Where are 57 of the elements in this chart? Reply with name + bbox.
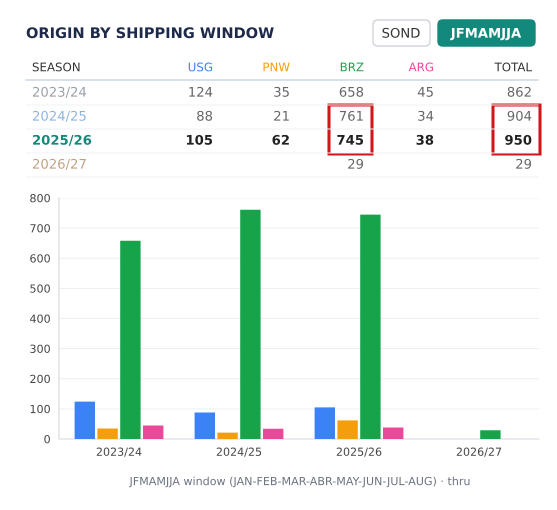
y-tick-label: 600 [30,254,50,263]
data-label: 21 [274,110,289,121]
data-label: 38 [416,134,434,145]
text: TOTAL [494,62,532,72]
bar [240,210,261,439]
y-tick-label: 500 [30,284,50,293]
bar [314,407,335,439]
y-tick-label: 400 [30,314,50,323]
text: SOND [382,28,420,38]
y-tick-label: 700 [30,224,50,233]
text: 29 [516,158,532,169]
x-tick-label: 2024/25 [216,448,262,457]
data-label: 34 [418,110,434,121]
y-tick-label: 200 [30,374,50,384]
data-label: 124 [189,86,212,97]
data-label: 29 [348,158,364,169]
data-label: 658 [340,86,364,97]
legend-label: PNW [264,62,290,72]
text: 904 [508,110,532,121]
category-label: 2024/25 [32,110,86,122]
y-tick-label: 0 [44,434,50,444]
text: SEASON [32,62,80,72]
legend-label: ARG [408,62,434,72]
x-tick-label: 2026/27 [456,448,502,457]
bar [217,432,238,439]
bar [263,428,284,439]
data-label: 35 [274,86,289,97]
bar [194,412,215,439]
bar [337,420,358,439]
y-tick-label: 300 [30,344,50,354]
text: JFMAMJJA [450,28,522,40]
bar [480,430,501,439]
text: 950 [505,134,532,145]
y-tick-label: 800 [30,194,50,202]
category-label: 2026/27 [32,158,86,170]
category-label: 2025/26 [33,134,92,146]
legend-label: USG [188,62,212,72]
bar [74,402,95,439]
text: 862 [508,86,531,97]
category-label: 2023/24 [32,86,86,98]
data-label: 45 [418,87,433,97]
data-label: 761 [340,110,363,121]
bar [143,425,164,439]
text: JFMAMJJA window (JAN-FEB-MAR-ABR-MAY-JUN-JUL-AUG) · thru [128,476,470,488]
text: ORIGIN BY SHIPPING WINDOW [26,27,274,38]
bar [120,240,141,439]
y-tick-label: 100 [30,404,50,414]
data-label: 105 [186,134,212,145]
data-label: 62 [272,134,289,145]
data-label: 88 [197,110,212,121]
data-label: 745 [337,135,364,145]
x-tick-label: 2023/24 [96,448,142,457]
bar [97,428,118,439]
bar [383,428,404,439]
legend-label: BRZ [340,62,364,72]
bar [360,214,381,439]
x-tick-label: 2025/26 [336,448,382,457]
